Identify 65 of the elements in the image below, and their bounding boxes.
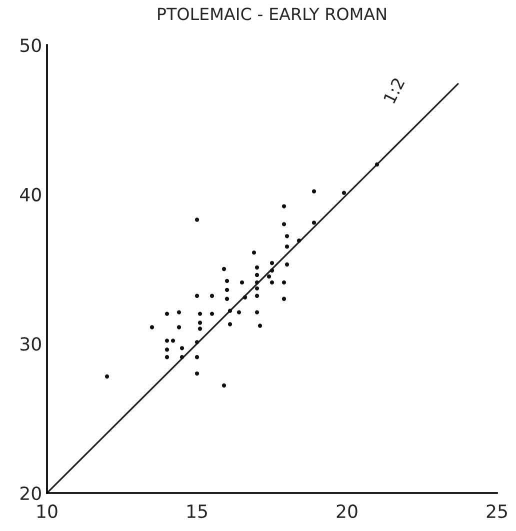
point — [198, 326, 202, 331]
point — [194, 371, 200, 376]
point — [236, 310, 242, 314]
point — [240, 280, 244, 285]
y-tick-label: 20 — [20, 486, 41, 500]
point — [222, 266, 226, 272]
point — [228, 308, 232, 313]
x-tick-label: 15 — [187, 504, 207, 518]
point — [222, 383, 226, 388]
point — [242, 295, 248, 300]
point — [374, 162, 380, 167]
point — [312, 189, 316, 194]
point — [270, 280, 274, 285]
point — [180, 346, 184, 350]
point — [296, 238, 302, 243]
point — [194, 218, 200, 222]
point — [270, 268, 274, 273]
point — [150, 325, 154, 330]
point — [266, 274, 272, 279]
point — [254, 280, 260, 285]
point — [164, 348, 170, 352]
point — [254, 286, 260, 290]
point — [258, 324, 262, 328]
point — [252, 250, 256, 255]
point — [284, 234, 290, 238]
point — [282, 280, 286, 285]
point — [284, 244, 290, 249]
point — [254, 294, 260, 298]
point — [284, 262, 290, 267]
point — [282, 222, 286, 226]
point — [224, 296, 230, 301]
x-tick-label: 25 — [486, 504, 507, 518]
point — [198, 320, 202, 325]
point — [254, 265, 260, 270]
point — [210, 312, 214, 316]
point — [176, 325, 182, 330]
point — [170, 338, 176, 343]
point — [164, 312, 170, 316]
point — [104, 374, 110, 379]
point — [270, 260, 274, 266]
x-tick-label: 20 — [336, 504, 358, 518]
point — [210, 294, 214, 298]
point — [194, 340, 200, 344]
point — [198, 312, 202, 316]
point — [282, 204, 286, 208]
text: 1:2 — [383, 77, 405, 104]
point — [224, 288, 230, 292]
point — [282, 296, 286, 301]
chart-title: PTOLEMAIC - EARLY ROMAN — [158, 8, 386, 20]
point — [180, 355, 184, 360]
point — [254, 310, 260, 314]
point — [164, 338, 170, 343]
point — [176, 310, 182, 314]
point — [342, 190, 346, 195]
point — [254, 272, 260, 278]
y-tick-label: 40 — [20, 188, 41, 202]
point — [228, 322, 232, 326]
x-tick-label: 10 — [37, 504, 58, 518]
point — [224, 278, 230, 284]
point — [312, 220, 316, 225]
point — [194, 294, 200, 298]
point — [164, 355, 170, 360]
point — [194, 355, 200, 360]
y-tick-label: 30 — [20, 337, 41, 351]
y-tick-label: 50 — [20, 38, 41, 52]
